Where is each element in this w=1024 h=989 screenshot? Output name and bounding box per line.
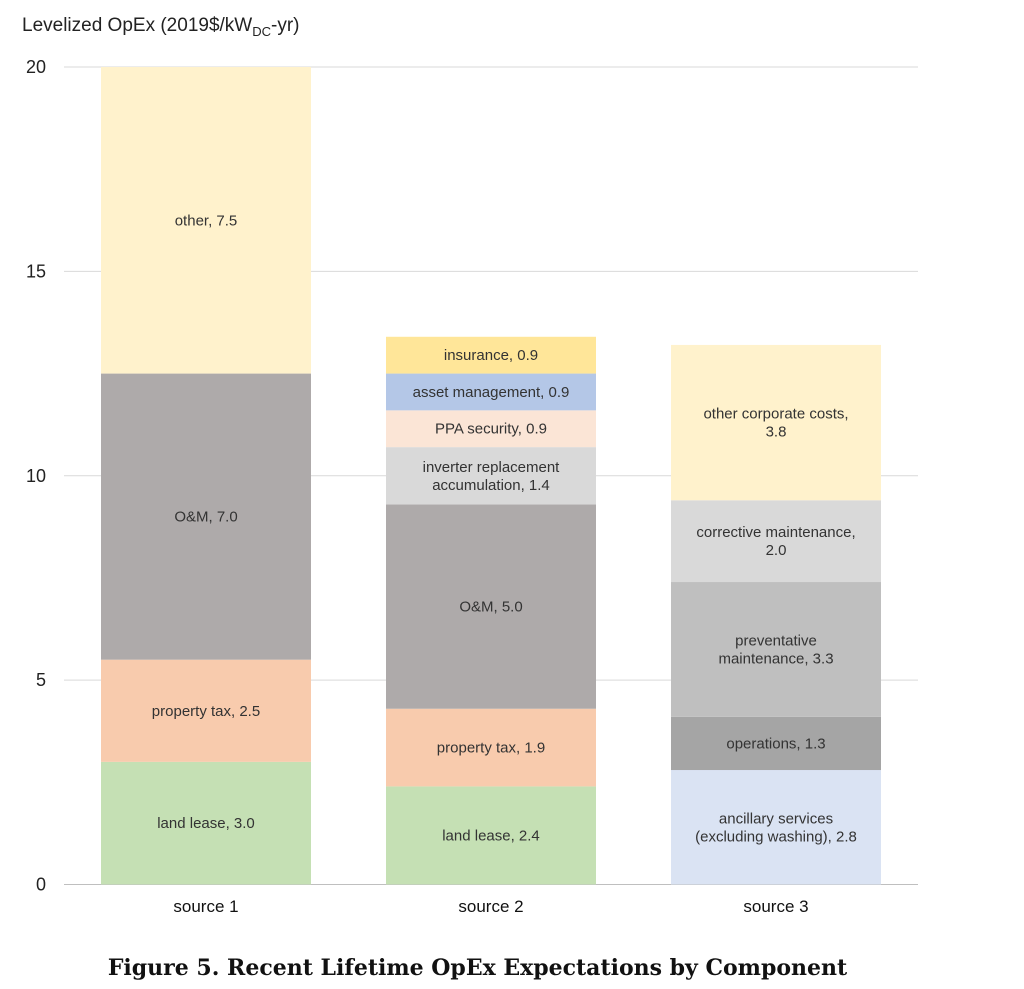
segment-land-lease	[101, 761, 311, 885]
y-axis-label: Levelized OpEx (2019$/kWDC-yr)	[22, 15, 300, 39]
stack-source-2: land lease, 2.4 property tax, 1.9 O&M, 5.0…	[386, 336, 596, 885]
segment-operations	[671, 716, 881, 771]
y-tick-labels: 0 5 10 15 20	[26, 57, 46, 895]
data-label-o-m: O&M, 5.0	[459, 599, 522, 616]
segment-preventative-maintenance	[671, 582, 881, 717]
data-label-other: other, 7.5	[175, 212, 238, 229]
data-label-land-lease: land lease, 3.0	[157, 815, 255, 832]
data-label-inverter-replacement-accumulation: inverter replacement accumulation, 1.4	[423, 459, 561, 494]
stack-source-1: land lease, 3.0 property tax, 2.5 O&M, 7.0…	[101, 67, 311, 885]
y-axis-label-subscript: DC	[252, 24, 271, 39]
y-axis-label-main: Levelized OpEx (2019$/kW	[22, 15, 252, 36]
data-label-other-corporate-costs: other corporate costs, 3.8	[703, 406, 848, 441]
y-tick-5: 5	[36, 670, 46, 690]
data-label-operations: operations, 1.3	[726, 735, 825, 752]
y-tick-10: 10	[26, 466, 46, 486]
segment-corrective-maintenance	[671, 500, 881, 583]
segment-property-tax	[386, 708, 596, 787]
figure-caption: Figure 5. Recent Lifetime OpEx Expectati…	[107, 955, 848, 981]
stack-source-3: ancillary services (excluding washing), 2…	[671, 344, 881, 885]
segment-ancillary-services-excluding-washing-	[671, 770, 881, 885]
data-label-o-m: O&M, 7.0	[174, 509, 237, 526]
segment-asset-management	[386, 373, 596, 411]
data-label-ppa-security: PPA security, 0.9	[435, 421, 547, 438]
y-tick-20: 20	[26, 57, 46, 77]
data-label-preventative-maintenance: preventative maintenance, 3.3	[718, 632, 833, 667]
category-label: source 3	[743, 897, 808, 916]
segment-other	[101, 67, 311, 374]
data-label-insurance: insurance, 0.9	[444, 347, 538, 364]
category-labels: source 1 source 2 source 3	[173, 897, 808, 916]
data-label-corrective-maintenance: corrective maintenance, 2.0	[696, 524, 855, 559]
segment-ppa-security	[386, 410, 596, 448]
data-label-ancillary-services-excluding-washing-: ancillary services (excluding washing), 2…	[695, 810, 857, 845]
segment-o-m	[386, 504, 596, 709]
data-label-asset-management: asset management, 0.9	[413, 384, 570, 401]
data-label-property-tax: property tax, 1.9	[437, 740, 545, 757]
y-tick-15: 15	[26, 261, 46, 281]
category-label: source 2	[458, 897, 523, 916]
y-tick-0: 0	[36, 875, 46, 895]
segment-inverter-replacement-accumulation	[386, 447, 596, 505]
segment-property-tax	[101, 659, 311, 762]
segment-other-corporate-costs	[671, 344, 881, 501]
category-label: source 1	[173, 897, 238, 916]
data-label-land-lease: land lease, 2.4	[442, 827, 540, 844]
segment-land-lease	[386, 786, 596, 885]
segment-insurance	[386, 336, 596, 374]
segment-o-m	[101, 373, 311, 660]
y-axis-label-tail: -yr)	[271, 15, 299, 36]
bars: land lease, 3.0 property tax, 2.5 O&M, 7.0…	[101, 67, 881, 885]
data-label-property-tax: property tax, 2.5	[152, 703, 260, 720]
